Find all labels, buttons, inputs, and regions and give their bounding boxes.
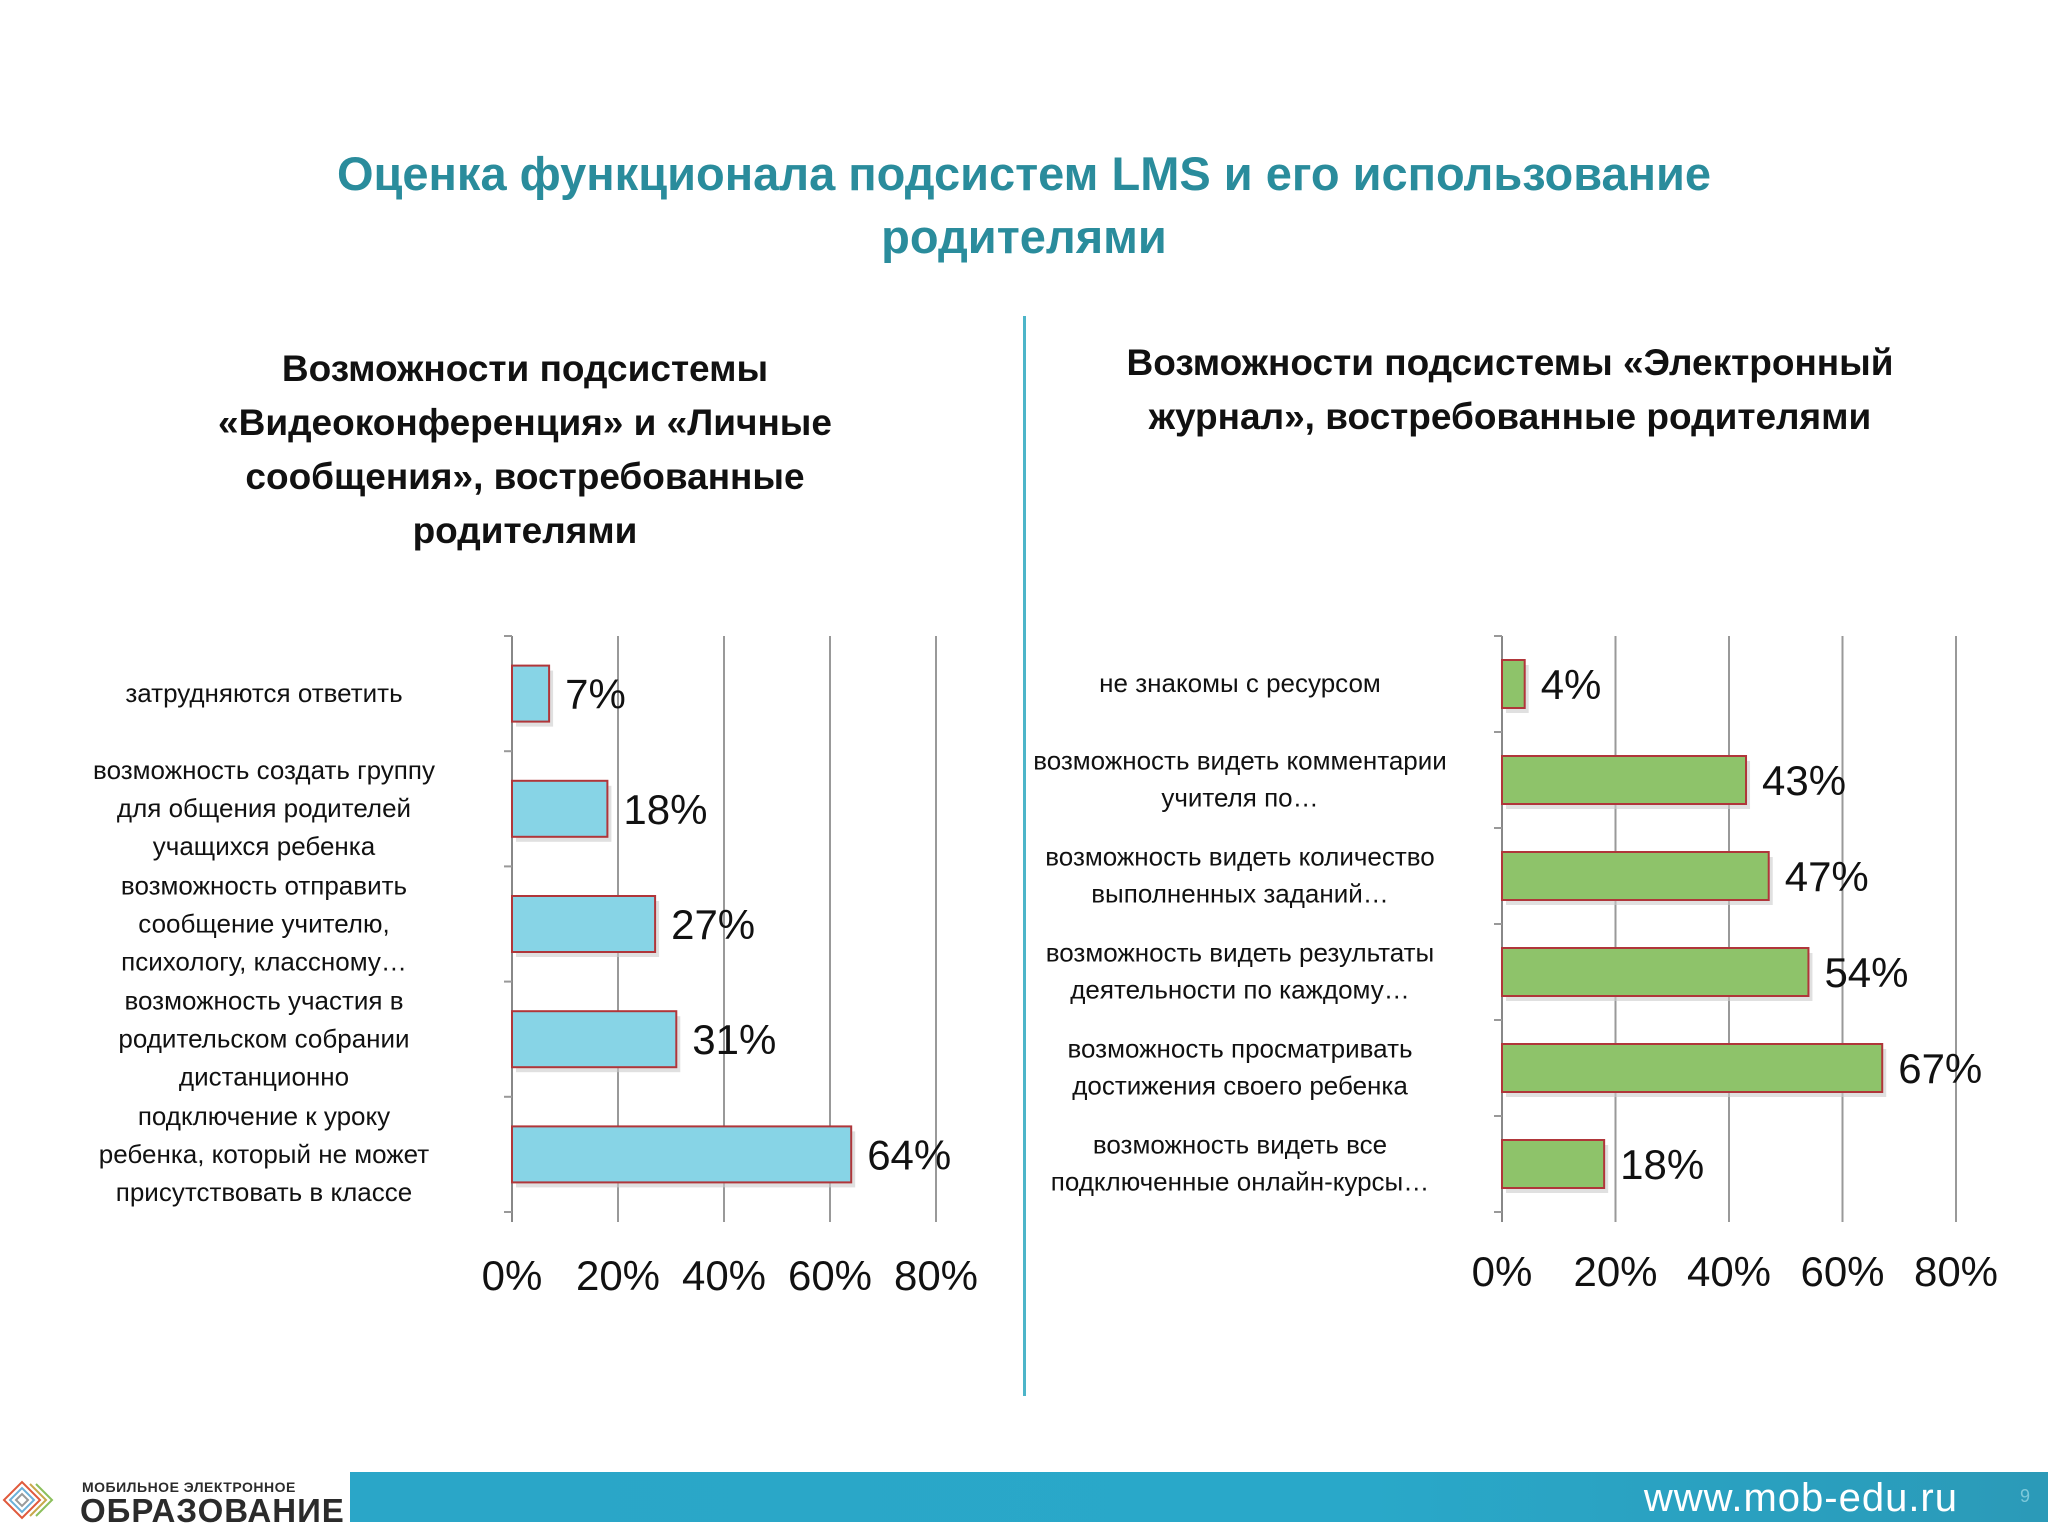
right-category-label-2: возможность видеть количество выполненных… (1045, 842, 1434, 909)
left-category-label-0: затрудняются ответить (125, 678, 402, 708)
left-chart-title: Возможности подсистемы «Видеоконференция… (218, 348, 832, 551)
right-category-label-line: возможность видеть результаты (1046, 938, 1435, 968)
left-category-label-4: подключение к уроку ребенка, который не м… (99, 1101, 430, 1207)
logo (2, 1480, 54, 1520)
column-divider (1023, 316, 1026, 1396)
left-category-label-line: возможность участия в (124, 986, 403, 1016)
right-bar-4 (1501, 1043, 1884, 1093)
left-category-label-line: учащихся ребенка (153, 831, 376, 861)
charts-canvas: 0% 20% 40% 60% 80% 7% затрудняются ответить 18%… (93, 635, 1998, 1299)
left-category-label-line: подключение к уроку (138, 1101, 390, 1131)
right-data-label-0: 4% (1541, 661, 1602, 708)
right-data-label-2: 47% (1785, 853, 1869, 900)
right-bar-0 (1501, 659, 1526, 709)
right-category-label-3: возможность видеть результаты деятельност… (1046, 938, 1435, 1005)
right-bar-3 (1501, 947, 1810, 997)
left-bar-4 (511, 1125, 853, 1184)
right-category-label-line: учителя по… (1161, 783, 1318, 813)
right-category-label-line: возможность видеть количество (1045, 842, 1434, 872)
right-tick-label-2: 40% (1687, 1248, 1771, 1295)
right-category-label-line: деятельности по каждому… (1070, 975, 1409, 1005)
right-bar-1 (1501, 755, 1748, 805)
left-bar-3 (511, 1010, 678, 1069)
footer-url-link[interactable]: www.mob-edu.ru (1643, 1476, 1958, 1520)
right-category-label-5: возможность видеть все подключенные онлай… (1051, 1130, 1430, 1197)
left-category-label-3: возможность участия в родительском собран… (118, 986, 409, 1092)
right-category-label-line: возможность видеть все (1093, 1130, 1387, 1160)
right-tick-label-1: 20% (1573, 1248, 1657, 1295)
right-category-label-1: возможность видеть комментарии учителя по… (1033, 746, 1447, 813)
left-tick-label-4: 80% (894, 1252, 978, 1299)
right-category-label-0: не знакомы с ресурсом (1099, 668, 1381, 698)
left-category-label-line: затрудняются ответить (125, 678, 402, 708)
right-category-label-line: достижения своего ребенка (1072, 1071, 1408, 1101)
left-category-label-line: для общения родителей (117, 793, 411, 823)
left-tick-label-3: 60% (788, 1252, 872, 1299)
right-chart-title: Возможности подсистемы «Электронный журн… (1126, 342, 1894, 437)
left-bar-1 (511, 779, 609, 838)
left-data-label-2: 27% (671, 901, 755, 948)
left-data-label-0: 7% (565, 671, 626, 718)
logo-mark-icon (2, 1480, 54, 1520)
left-data-label-3: 31% (692, 1016, 776, 1063)
right-category-label-line: возможность видеть комментарии (1033, 746, 1447, 776)
left-tick-label-0: 0% (482, 1252, 543, 1299)
left-category-label-1: возможность создать группу для общения ро… (93, 755, 435, 861)
right-tick-label-4: 80% (1914, 1248, 1998, 1295)
right-bar-2 (1501, 851, 1770, 901)
right-data-label-3: 54% (1824, 949, 1908, 996)
slide-title: Оценка функционала подсистем LMS и его и… (336, 147, 1712, 263)
right-data-label-5: 18% (1620, 1141, 1704, 1188)
right-category-label-line: возможность просматривать (1067, 1034, 1412, 1064)
logo-text-line1: МОБИЛЬНОЕ ЭЛЕКТРОННОЕ (82, 1479, 296, 1495)
left-bar-2 (511, 895, 657, 953)
left-data-label-1: 18% (623, 786, 707, 833)
right-tick-label-3: 60% (1800, 1248, 1884, 1295)
left-category-label-line: присутствовать в классе (116, 1177, 412, 1207)
left-category-label-line: возможность создать группу (93, 755, 435, 785)
left-category-label-line: возможность отправить (121, 870, 407, 900)
logo-text-line2: ОБРАЗОВАНИЕ (80, 1492, 345, 1529)
page-number: 9 (2019, 1486, 2030, 1506)
right-data-label-1: 43% (1762, 757, 1846, 804)
left-category-label-line: дистанционно (179, 1062, 349, 1092)
right-category-label-line: подключенные онлайн-курсы… (1051, 1167, 1430, 1197)
footer-band (350, 1472, 2048, 1522)
right-category-label-line: выполненных заданий… (1091, 879, 1389, 909)
left-category-label-line: сообщение учителю, (138, 908, 389, 938)
right-category-label-4: возможность просматривать достижения свое… (1067, 1034, 1412, 1101)
left-category-label-line: психологу, классному… (121, 946, 407, 976)
left-category-label-2: возможность отправить сообщение учителю, п… (121, 870, 407, 976)
right-data-label-4: 67% (1898, 1045, 1982, 1092)
left-tick-label-1: 20% (576, 1252, 660, 1299)
right-category-label-line: не знакомы с ресурсом (1099, 668, 1381, 698)
right-bar-5 (1501, 1139, 1606, 1189)
left-data-label-4: 64% (867, 1131, 951, 1178)
left-category-label-line: родительском собрании (118, 1024, 409, 1054)
left-tick-label-2: 40% (682, 1252, 766, 1299)
right-tick-label-0: 0% (1472, 1248, 1533, 1295)
left-category-label-line: ребенка, который не может (99, 1139, 430, 1169)
left-bar-0 (511, 664, 551, 723)
